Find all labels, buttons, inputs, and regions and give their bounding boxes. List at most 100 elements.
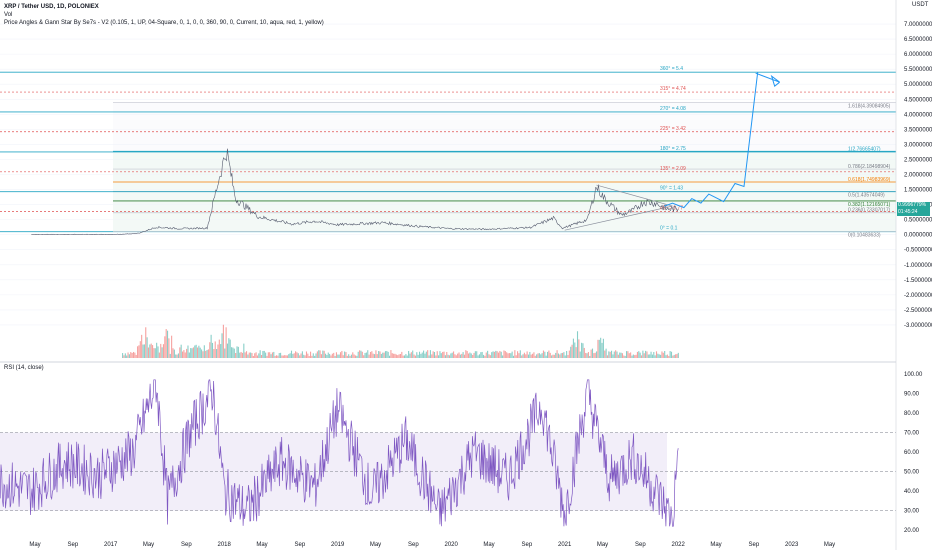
volume-bar	[359, 350, 361, 358]
volume-bar	[314, 355, 316, 358]
price-line[interactable]	[31, 148, 679, 236]
volume-bar	[638, 351, 640, 358]
volume-bar	[224, 348, 226, 358]
volume-bar	[508, 353, 510, 358]
volume-bar	[570, 346, 572, 358]
volume-bar	[462, 352, 464, 358]
projection-arrowhead[interactable]	[755, 72, 780, 88]
volume-bar	[149, 344, 151, 358]
volume-bar	[657, 353, 659, 358]
volume-bar	[127, 352, 129, 358]
volume-bar	[372, 353, 374, 358]
volume-bar	[248, 352, 250, 358]
triangle-lower-trendline[interactable]	[564, 205, 673, 231]
volume-bar	[322, 350, 324, 358]
price-tick-label: 2.00000000	[904, 173, 932, 179]
volume-bar	[458, 352, 460, 358]
volume-bar	[664, 351, 666, 358]
volume-bar	[356, 355, 358, 358]
volume-bar	[497, 352, 500, 358]
volume-bar	[606, 355, 609, 358]
price-tick-label: -3.00000000	[904, 323, 932, 329]
volume-bar	[469, 352, 471, 358]
volume-bar	[561, 352, 564, 358]
volume-bar	[383, 352, 385, 358]
volume-bar	[602, 338, 604, 358]
volume-bar	[312, 353, 314, 358]
projection-line[interactable]	[664, 72, 759, 209]
volume-bar	[389, 355, 391, 358]
volume-bar	[410, 352, 412, 358]
rsi-line[interactable]	[0, 379, 679, 527]
volume-bar	[262, 350, 264, 358]
time-tick-label: Sep	[181, 542, 192, 548]
volume-bar	[676, 353, 678, 358]
volume-bar	[455, 355, 457, 358]
volume-bar	[132, 351, 135, 358]
volume-bar	[260, 354, 263, 358]
price-series	[31, 148, 679, 236]
time-tick-label: May	[256, 542, 267, 548]
volume-bar	[240, 351, 242, 358]
volume-bar	[583, 347, 585, 358]
volume-bar	[202, 351, 204, 358]
volume-bar	[640, 355, 643, 358]
volume-bar	[582, 343, 584, 358]
volume-bar	[308, 355, 310, 358]
volume-bar	[617, 354, 619, 358]
volume-bar	[270, 354, 272, 358]
volume-bar	[658, 354, 660, 358]
volume-bar	[579, 351, 581, 358]
volume-bar	[666, 354, 668, 358]
volume-bar	[192, 347, 194, 358]
volume-bar	[153, 348, 155, 358]
volume-bar	[636, 351, 638, 358]
time-tick-label: May	[29, 542, 40, 548]
volume-bar	[164, 336, 166, 358]
volume-bar	[267, 352, 269, 358]
volume-bar	[342, 355, 344, 358]
volume-bar	[154, 348, 156, 358]
volume-bar	[646, 351, 648, 358]
volume-bar	[352, 352, 354, 358]
volume-bar	[157, 346, 159, 358]
level-label: 0° = 0.1	[660, 226, 678, 232]
rsi-tick-label: 40.00	[904, 489, 920, 495]
volume-bar	[177, 353, 179, 358]
volume-bar	[560, 353, 562, 358]
volume-bar	[662, 352, 664, 358]
volume-bar	[604, 350, 606, 358]
volume-bar	[523, 352, 525, 358]
volume-bar	[335, 352, 337, 358]
volume-bar	[668, 355, 670, 358]
volume-bar	[432, 351, 434, 358]
level-label: 0.236(0.73307017)	[848, 208, 891, 214]
volume-bar	[326, 354, 328, 358]
rsi-label[interactable]: RSI (14, close)	[4, 365, 44, 371]
volume-bar	[169, 353, 171, 358]
time-tick-label: May	[483, 542, 494, 548]
volume-bar	[594, 352, 596, 358]
volume-bar	[369, 351, 372, 358]
volume-bar	[233, 348, 235, 358]
volume-bar	[598, 339, 600, 358]
volume-bar	[655, 351, 658, 358]
indicator-label[interactable]: Price Angles & Gann Star By Se7s - V2 (0…	[4, 20, 324, 26]
volume-bar	[433, 352, 436, 358]
volume-bar	[587, 352, 589, 358]
price-pane-background	[113, 102, 896, 232]
volume-bar	[171, 335, 173, 358]
volume-bar	[511, 351, 513, 358]
volume-bar	[173, 349, 175, 358]
volume-bar	[194, 345, 196, 358]
volume-bar	[333, 352, 335, 358]
price-gridlines	[0, 23, 896, 326]
triangle-upper-trendline[interactable]	[596, 184, 673, 207]
volume-bar	[556, 350, 558, 358]
volume-bar	[557, 353, 559, 358]
volume-bar	[586, 353, 588, 358]
volume-bar	[384, 351, 387, 358]
